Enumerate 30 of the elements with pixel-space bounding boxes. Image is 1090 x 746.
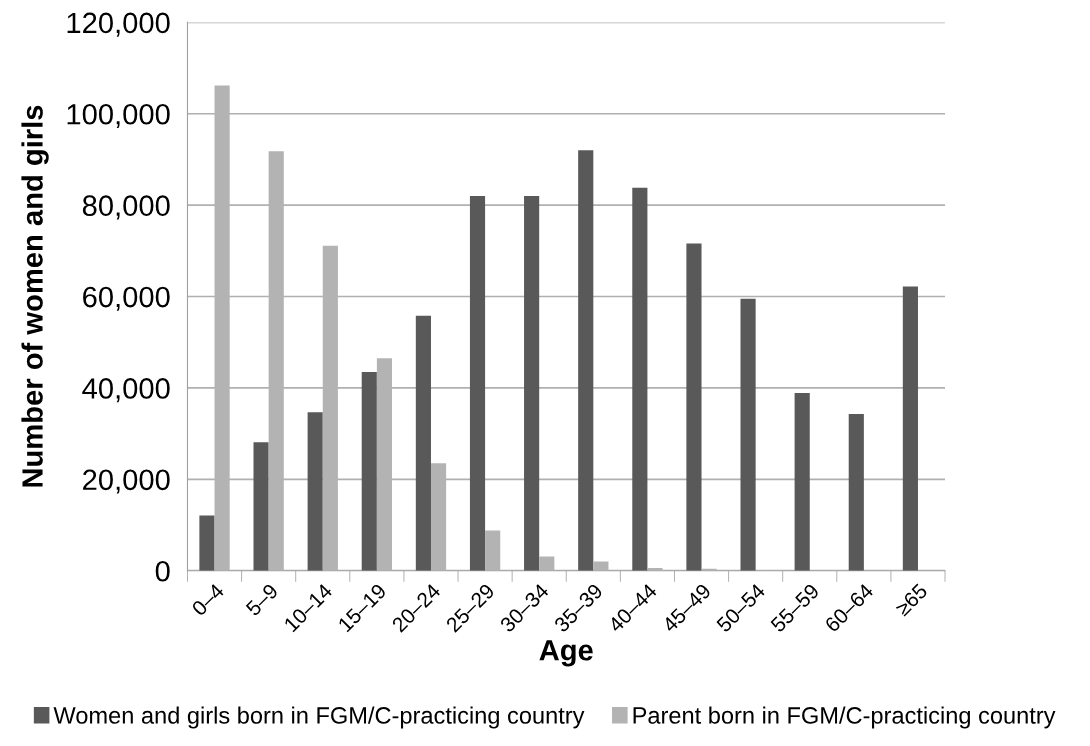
y-tick-label: 120,000 <box>67 12 170 37</box>
bar <box>361 371 377 571</box>
x-tick-label: 5–9 <box>245 582 279 617</box>
x-tick-label: ≥65 <box>894 582 929 617</box>
bar <box>307 412 323 571</box>
y-tick-label: 40,000 <box>82 378 170 403</box>
y-tick-label: 0 <box>155 560 170 582</box>
y-tick-label: 60,000 <box>83 286 170 311</box>
y-tick-label: 100,000 <box>67 103 170 129</box>
bar <box>578 150 594 571</box>
x-axis-title: Age <box>539 640 593 667</box>
y-tick-label: 80,000 <box>82 195 170 220</box>
bar <box>794 392 810 571</box>
bar <box>524 196 540 571</box>
bar <box>848 413 864 571</box>
bar <box>632 187 648 571</box>
x-tick-label: 0–4 <box>190 582 225 617</box>
bar <box>469 196 486 571</box>
bar <box>686 243 702 571</box>
bar <box>485 530 501 571</box>
bar <box>415 315 431 571</box>
bar <box>740 298 756 571</box>
legend-label: Women and girls born in FGM/C-practicing country <box>53 706 585 729</box>
y-tick-label: 20,000 <box>83 469 170 494</box>
bar <box>539 556 555 571</box>
bar <box>199 515 215 571</box>
bar <box>253 442 269 571</box>
legend-label: Parent born in FGM/C-practicing country <box>633 706 1056 729</box>
bar <box>902 286 918 571</box>
y-axis-title: Number of women and girls <box>21 105 49 487</box>
